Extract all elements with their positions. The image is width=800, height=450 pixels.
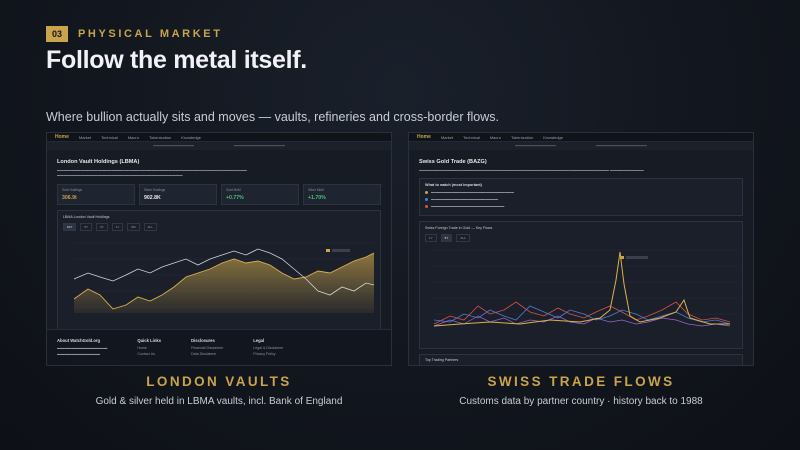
top-partners-box: Top Trading Partners — [419, 354, 743, 365]
range-selector: 10Y 5Y 3Y 1Y 6M ALL — [63, 223, 157, 231]
footer-link[interactable]: Contact Us — [137, 352, 156, 356]
page-description-placeholder: ▬▬▬▬▬▬▬▬▬▬▬▬▬▬▬▬▬▬▬▬▬▬▬▬▬▬▬▬▬▬▬▬▬▬▬▬▬▬▬▬… — [57, 168, 247, 177]
nav-item: Technical — [463, 134, 480, 140]
flows-chart: Swiss Foreign Trade in Gold — Key Flows … — [419, 221, 743, 349]
stat-value: 902.8K — [144, 195, 161, 201]
stat-card: Silver Holdings 902.8K — [139, 184, 217, 205]
nav-item: Knowledge — [543, 134, 563, 140]
footer-link[interactable]: Privacy Policy — [253, 352, 276, 356]
watch-item: ▬▬▬▬▬▬▬▬▬▬▬▬▬▬▬▬▬▬▬▬▬▬▬ — [425, 204, 737, 208]
nav-item: Tokenization — [148, 134, 172, 140]
slide-title: Follow the metal itself. — [46, 46, 307, 74]
watch-box: What to watch (most important) ▬▬▬▬▬▬▬▬▬… — [419, 178, 743, 216]
footer-link[interactable]: Financial Disclaimer — [191, 346, 224, 350]
stat-label: Silver MoM — [308, 188, 324, 192]
mini-nav: Home Market Technical Macro Tokenization… — [47, 133, 391, 142]
footer-about-title: About WatchGold.org — [57, 338, 101, 343]
mini-notice-bar: ━━━━━━━━━━━━━━━━━━━━ ━━━━━━━━━━━━━━━━━━━━… — [409, 142, 753, 150]
footer-link[interactable]: Data Disclaimer — [191, 352, 217, 356]
section-number: 03 — [46, 26, 68, 42]
stat-label: Gold Holdings — [62, 188, 83, 192]
nav-item: Knowledge — [181, 134, 201, 140]
footer-disclosures: Disclosures Financial Disclaimer Data Di… — [191, 336, 223, 359]
range-button[interactable]: 10Y — [63, 223, 77, 231]
stat-value: +1.70% — [308, 195, 326, 201]
flows-chart-graphic — [433, 249, 738, 327]
mini-nav: Home Market Technical Macro Tokenization… — [409, 133, 753, 142]
range-selector: 1Y 5Y ALL — [425, 234, 470, 242]
legend-swatch — [326, 249, 330, 252]
gold-area — [74, 253, 374, 313]
site-footer: About WatchGold.org ▬▬▬▬▬▬▬▬▬▬▬▬▬▬ ▬▬▬▬▬▬… — [47, 329, 391, 365]
stat-value: +0.77% — [226, 195, 244, 201]
section-label: PHYSICAL MARKET — [78, 28, 223, 40]
nav-item: Technical — [101, 134, 118, 140]
slide-header: 03 PHYSICAL MARKET Follow the metal itse… — [46, 26, 307, 75]
flow-line-blue — [433, 305, 731, 325]
page-description-placeholder: ▬▬▬▬▬▬▬▬▬▬▬▬▬▬▬▬▬▬▬▬▬▬▬▬▬▬▬▬▬▬▬▬▬▬▬▬▬▬▬▬… — [419, 168, 644, 172]
stat-label: Gold MoM — [226, 188, 241, 192]
footer-link[interactable]: Home — [137, 346, 147, 350]
range-button[interactable]: 5Y — [440, 234, 453, 242]
watch-item: ▬▬▬▬▬▬▬▬▬▬▬▬▬▬▬▬▬▬▬▬▬ — [425, 197, 737, 201]
section-row: 03 PHYSICAL MARKET — [46, 26, 307, 42]
mini-body: Swiss Gold Trade (BAZG) ▬▬▬▬▬▬▬▬▬▬▬▬▬▬▬▬… — [409, 150, 753, 365]
stat-value: 306.9t — [62, 195, 77, 201]
caption-title: SWISS TRADE FLOWS — [487, 374, 675, 389]
legend-label-placeholder — [332, 249, 350, 252]
footer-link[interactable]: Legal & Disclaimer — [253, 346, 284, 350]
nav-home: Home — [417, 134, 431, 140]
swiss-trade-screenshot: Home Market Technical Macro Tokenization… — [408, 132, 754, 366]
footer-about: About WatchGold.org ▬▬▬▬▬▬▬▬▬▬▬▬▬▬ ▬▬▬▬▬▬… — [57, 338, 108, 356]
nav-item: Market — [440, 134, 454, 140]
mini-notice-bar: ━━━━━━━━━━━━━━━━━━━━ ━━━━━━━━━━━━━━━━━━━━… — [47, 142, 391, 150]
range-button[interactable]: 5Y — [80, 223, 93, 231]
range-button[interactable]: 1Y — [425, 234, 437, 242]
london-vaults-screenshot: Home Market Technical Macro Tokenization… — [46, 132, 392, 366]
footer-heading: Disclosures — [191, 338, 215, 343]
nav-item: Market — [78, 134, 92, 140]
nav-item: Macro — [489, 134, 501, 140]
footer-quick-links: Quick Links Home Contact Us — [137, 336, 161, 359]
caption-subtitle: Customs data by partner country · histor… — [459, 396, 703, 407]
legend-swatch — [620, 256, 624, 259]
watch-item: ▬▬▬▬▬▬▬▬▬▬▬▬▬▬▬▬▬▬▬▬▬▬▬▬▬▬ — [425, 190, 737, 194]
stat-card: Gold Holdings 306.9t — [57, 184, 135, 205]
vault-chart-graphic — [73, 242, 375, 313]
footer-legal: Legal Legal & Disclaimer Privacy Policy — [253, 336, 283, 359]
range-button[interactable]: ALL — [143, 223, 157, 231]
chart-title: LBMA London Vault Holdings — [63, 215, 110, 219]
gold-line — [73, 252, 375, 310]
caption-subtitle: Gold & silver held in LBMA vaults, incl.… — [95, 396, 343, 407]
flow-line-gold — [433, 251, 730, 327]
range-button[interactable]: 1Y — [111, 223, 124, 231]
range-button[interactable]: ALL — [456, 234, 470, 242]
chart-title: Swiss Foreign Trade in Gold — Key Flows — [425, 226, 493, 230]
page-title: Swiss Gold Trade (BAZG) — [419, 159, 487, 165]
stat-row: Gold Holdings 306.9t Silver Holdings 902… — [57, 184, 381, 205]
footer-heading: Quick Links — [137, 338, 162, 343]
stat-label: Silver Holdings — [144, 188, 166, 192]
footer-heading: Legal — [253, 338, 265, 343]
range-button[interactable]: 6M — [127, 223, 140, 231]
range-button[interactable]: 3Y — [96, 223, 108, 231]
chart-gridlines — [434, 249, 738, 315]
nav-item: Macro — [127, 134, 139, 140]
top-partners-title: Top Trading Partners — [425, 358, 459, 362]
legend-label-placeholder — [626, 256, 648, 259]
caption-right: SWISS TRADE FLOWS Customs data by partne… — [408, 374, 754, 407]
watch-title: What to watch (most important) — [425, 183, 482, 187]
mini-body: London Vault Holdings (LBMA) ▬▬▬▬▬▬▬▬▬▬▬… — [47, 150, 391, 332]
flow-line-purple — [433, 315, 731, 327]
vault-chart: LBMA London Vault Holdings 10Y 5Y 3Y 1Y … — [57, 210, 381, 332]
stat-card: Gold MoM +0.77% — [221, 184, 299, 205]
caption-title: LONDON VAULTS — [146, 374, 292, 389]
silver-line — [73, 248, 375, 296]
nav-item: Tokenization — [510, 134, 534, 140]
stat-card: Silver MoM +1.70% — [303, 184, 381, 205]
slide-subtitle: Where bullion actually sits and moves — … — [46, 110, 499, 124]
nav-home: Home — [55, 134, 69, 140]
page-title: London Vault Holdings (LBMA) — [57, 159, 140, 165]
caption-left: LONDON VAULTS Gold & silver held in LBMA… — [46, 374, 392, 407]
